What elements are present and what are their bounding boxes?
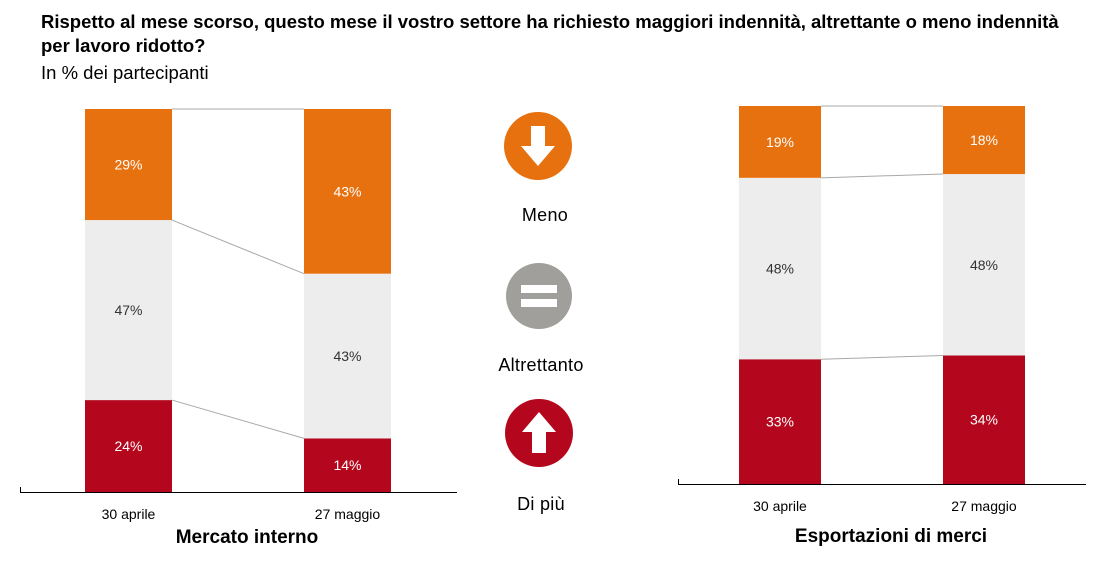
value-label: 19% bbox=[766, 134, 794, 150]
arrow-down-icon bbox=[504, 112, 572, 180]
value-label: 47% bbox=[114, 302, 142, 318]
bar-segment-altrettanto bbox=[304, 273, 391, 439]
bar-segment-meno bbox=[85, 109, 172, 221]
arrow-up-icon bbox=[505, 399, 573, 467]
value-label: 48% bbox=[970, 257, 998, 273]
value-label: 18% bbox=[970, 132, 998, 148]
category-label: 30 aprile bbox=[102, 506, 156, 522]
chart-title: Esportazioni di merci bbox=[795, 526, 987, 547]
legend-label-di-piu: Di più bbox=[517, 494, 565, 514]
equals-icon bbox=[506, 263, 572, 329]
chart-title: Mercato interno bbox=[176, 527, 319, 548]
page-subtitle: In % dei partecipanti bbox=[41, 62, 209, 83]
category-label: 27 maggio bbox=[315, 506, 381, 522]
bar-segment-altrettanto bbox=[739, 177, 821, 360]
connector-line bbox=[820, 354, 944, 360]
connector-line bbox=[171, 399, 305, 439]
bar-segment-di-piu bbox=[739, 359, 821, 484]
legend-label-meno: Meno bbox=[521, 205, 569, 225]
bar-segment-di-piu bbox=[304, 438, 391, 492]
value-label: 24% bbox=[114, 438, 142, 454]
legend-label-altrettanto: Altrettanto bbox=[498, 355, 584, 375]
value-label: 14% bbox=[333, 457, 361, 473]
value-label: 33% bbox=[766, 414, 794, 430]
value-label: 48% bbox=[766, 261, 794, 277]
bar-segment-di-piu bbox=[943, 355, 1025, 484]
category-label: 30 aprile bbox=[753, 498, 807, 514]
value-label: 29% bbox=[114, 157, 142, 173]
bar-segment-altrettanto bbox=[85, 220, 172, 401]
bar-segment-meno bbox=[943, 106, 1025, 175]
value-label: 34% bbox=[970, 412, 998, 428]
value-label: 43% bbox=[333, 183, 361, 199]
connector-line bbox=[820, 173, 944, 179]
value-label: 43% bbox=[333, 348, 361, 364]
page-title: Rispetto al mese scorso, questo mese il … bbox=[41, 11, 1059, 56]
bar-segment-meno bbox=[304, 109, 391, 274]
category-label: 27 maggio bbox=[951, 498, 1017, 514]
bar-segment-altrettanto bbox=[943, 174, 1025, 356]
connector-line bbox=[171, 219, 305, 275]
bar-segment-meno bbox=[739, 106, 821, 178]
bar-segment-di-piu bbox=[85, 400, 172, 492]
